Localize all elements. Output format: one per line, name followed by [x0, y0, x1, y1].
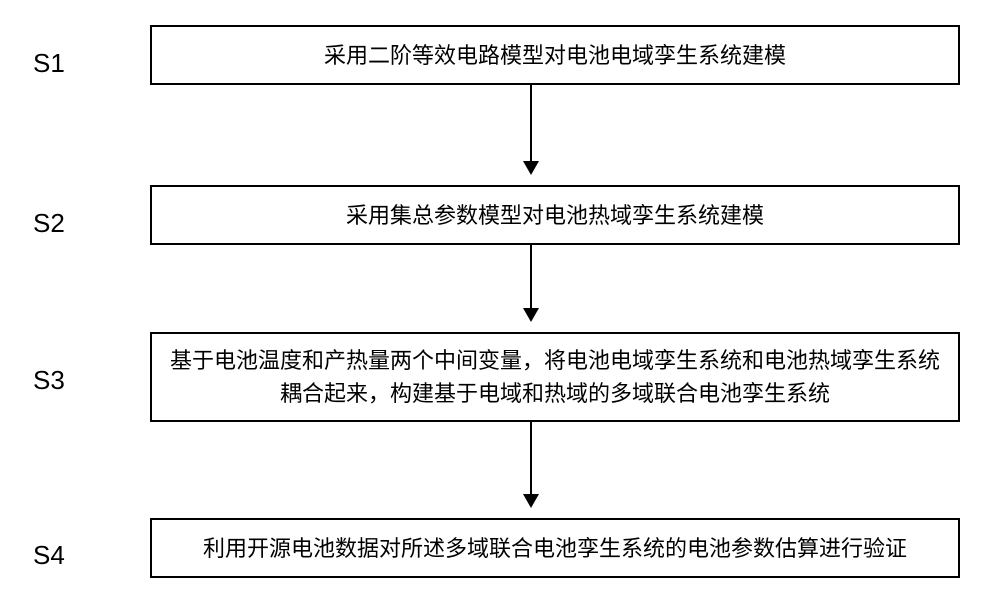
step-text-s3: 基于电池温度和产热量两个中间变量，将电池电域孪生系统和电池热域孪生系统耦合起来，… [168, 344, 942, 410]
step-box-s2: 采用集总参数模型对电池热域孪生系统建模 [150, 185, 960, 245]
arrow-s1-s2 [530, 85, 532, 173]
step-label-s3: S3 [33, 365, 65, 396]
step-label-s2: S2 [33, 208, 65, 239]
flowchart-container: S1 采用二阶等效电路模型对电池电域孪生系统建模 S2 采用集总参数模型对电池热… [0, 0, 1000, 603]
step-label-s1: S1 [33, 48, 65, 79]
arrow-s2-s3 [530, 245, 532, 320]
step-text-s1: 采用二阶等效电路模型对电池电域孪生系统建模 [324, 39, 786, 72]
step-label-s4: S4 [33, 540, 65, 571]
arrow-s3-s4 [530, 422, 532, 506]
step-box-s3: 基于电池温度和产热量两个中间变量，将电池电域孪生系统和电池热域孪生系统耦合起来，… [150, 332, 960, 422]
step-box-s1: 采用二阶等效电路模型对电池电域孪生系统建模 [150, 25, 960, 85]
step-text-s2: 采用集总参数模型对电池热域孪生系统建模 [346, 199, 764, 232]
step-box-s4: 利用开源电池数据对所述多域联合电池孪生系统的电池参数估算进行验证 [150, 518, 960, 578]
step-text-s4: 利用开源电池数据对所述多域联合电池孪生系统的电池参数估算进行验证 [203, 532, 907, 565]
